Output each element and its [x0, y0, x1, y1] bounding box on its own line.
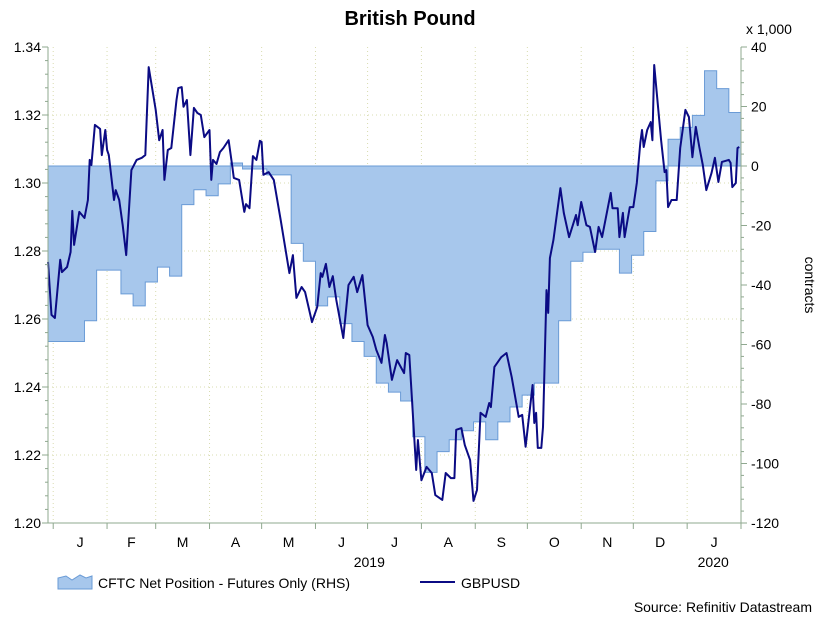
- month-label: J: [391, 534, 398, 550]
- axes: 1.20 1.22 1.24 1.26 1.28 1.30 1.32 1.34 -120 -100…: [14, 39, 779, 570]
- legend: CFTC Net Position - Futures Only (RHS) G…: [57, 574, 520, 591]
- gbpusd-line-layer: [47, 64, 740, 502]
- month-label: A: [231, 534, 241, 550]
- left-tick-label: 1.32: [14, 107, 41, 123]
- left-tick-label: 1.28: [14, 243, 41, 259]
- cftc-area-layer: [47, 70, 742, 473]
- month-label: N: [602, 534, 612, 550]
- right-tick-label: -100: [751, 456, 779, 472]
- right-tick-label: -60: [751, 337, 771, 353]
- source-note: Source: Refinitiv Datastream: [634, 599, 812, 615]
- left-tick-label: 1.22: [14, 447, 41, 463]
- right-tick-label: 20: [751, 99, 767, 115]
- right-axis-label: contracts: [802, 257, 818, 314]
- month-label: M: [177, 534, 189, 550]
- year-label: 2019: [354, 554, 385, 570]
- month-label: F: [127, 534, 136, 550]
- month-label: O: [549, 534, 560, 550]
- left-tick-label: 1.20: [14, 515, 41, 531]
- month-label: J: [77, 534, 84, 550]
- chart-title: British Pound: [344, 8, 475, 30]
- gbpusd-line: [47, 64, 740, 502]
- right-tick-label: 0: [751, 158, 759, 174]
- left-tick-label: 1.34: [14, 39, 41, 55]
- gridlines: [48, 47, 741, 523]
- right-tick-label: 40: [751, 39, 767, 55]
- left-tick-label: 1.24: [14, 379, 41, 395]
- month-label: D: [655, 534, 665, 550]
- right-tick-label: -40: [751, 277, 771, 293]
- month-label: A: [444, 534, 454, 550]
- right-tick-label: -120: [751, 515, 779, 531]
- month-label: J: [711, 534, 718, 550]
- left-tick-label: 1.26: [14, 311, 41, 327]
- year-label: 2020: [698, 554, 729, 570]
- right-axis-multiplier: x 1,000: [746, 21, 792, 37]
- legend-area-swatch: [57, 574, 93, 590]
- right-tick-label: -20: [751, 218, 771, 234]
- month-label: S: [497, 534, 506, 550]
- legend-label-cftc: CFTC Net Position - Futures Only (RHS): [98, 575, 350, 591]
- left-tick-label: 1.30: [14, 175, 41, 191]
- legend-label-gbpusd: GBPUSD: [461, 575, 520, 591]
- month-label: M: [283, 534, 295, 550]
- month-label: J: [338, 534, 345, 550]
- right-tick-label: -80: [751, 396, 771, 412]
- cftc-net-position-area: [47, 70, 742, 473]
